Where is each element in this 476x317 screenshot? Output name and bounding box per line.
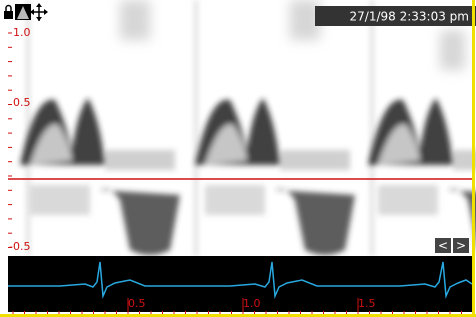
velocity-label: -0.5 (9, 240, 30, 253)
prev-button[interactable]: < (435, 238, 451, 253)
velocity-label: 1.0 (13, 26, 31, 39)
time-label: 1.0 (243, 297, 261, 310)
scale-icon[interactable] (15, 4, 31, 20)
time-label: 1.5 (358, 297, 376, 310)
next-label[interactable]: > (456, 239, 466, 253)
prev-label[interactable]: < (438, 239, 448, 253)
time-label: 0.5 (128, 297, 146, 310)
display: 1.0 0.5 -0.5 27/1/98 2:33:03 pm < > 0.5 … (0, 0, 476, 317)
doppler-screen: 1.0 0.5 -0.5 27/1/98 2:33:03 pm < > 0.5 … (0, 0, 476, 317)
next-button[interactable]: > (453, 238, 469, 253)
timestamp: 27/1/98 2:33:03 pm (350, 10, 469, 24)
velocity-label: 0.5 (13, 96, 31, 109)
